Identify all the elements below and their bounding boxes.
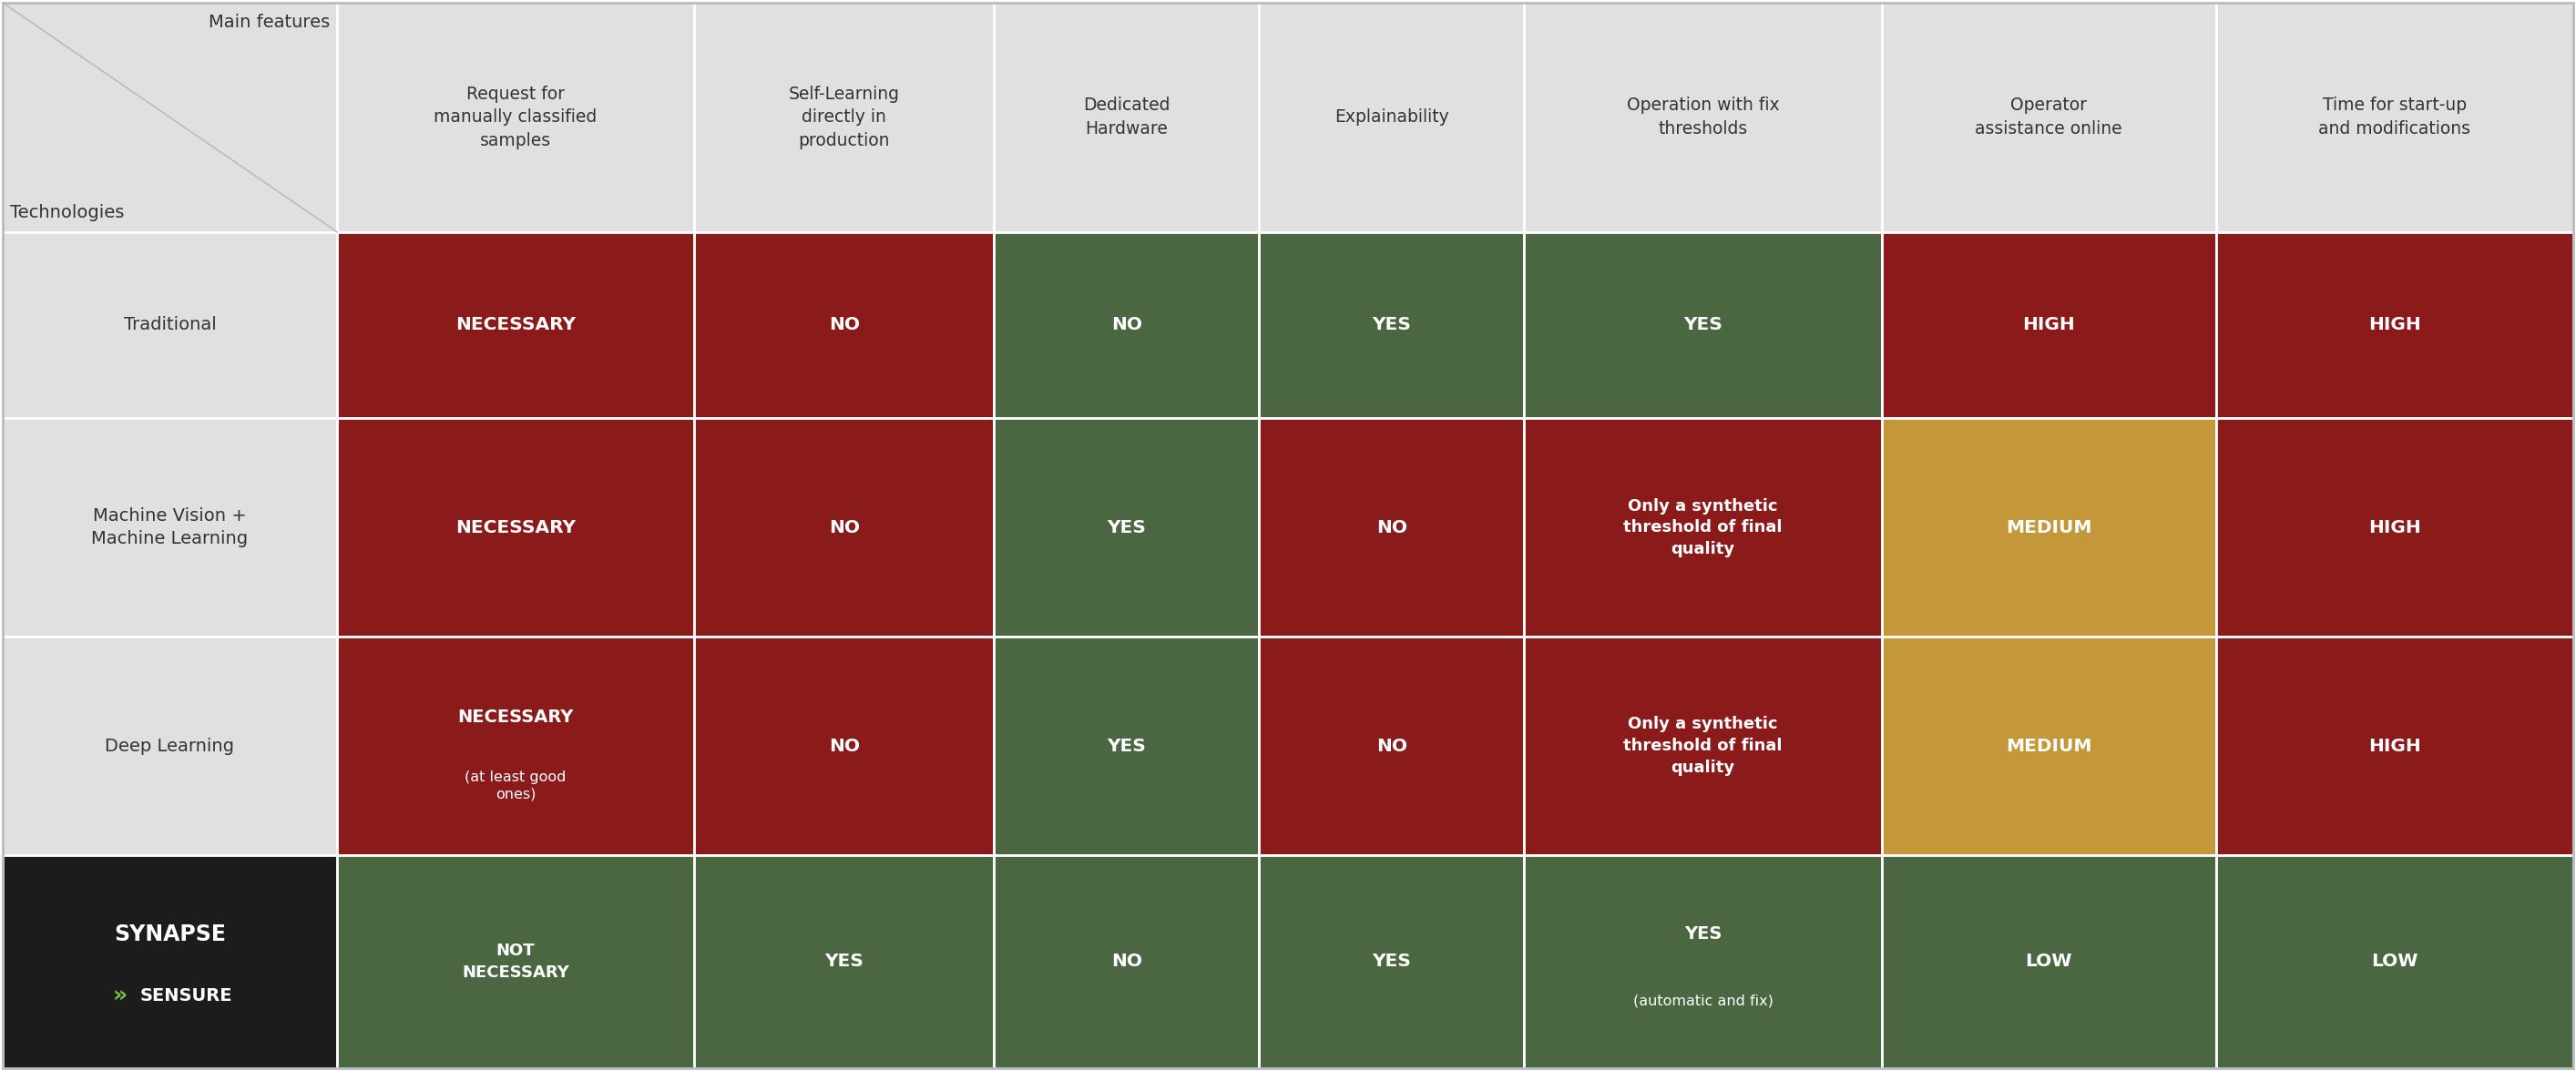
Text: (automatic and fix): (automatic and fix) [1633, 994, 1772, 1008]
Bar [2215, 419, 2573, 637]
Text: HIGH: HIGH [2022, 316, 2076, 334]
Text: NO: NO [1376, 518, 1406, 537]
Text: Operation with fix
thresholds: Operation with fix thresholds [1625, 96, 1780, 138]
Bar [1525, 231, 1880, 419]
Text: Only a synthetic
threshold of final
quality: Only a synthetic threshold of final qual… [1623, 498, 1783, 557]
Bar [2215, 637, 2573, 855]
Text: Operator
assistance online: Operator assistance online [1976, 96, 2123, 138]
Bar [1880, 231, 2215, 419]
Bar [994, 855, 1260, 1068]
Bar [3, 637, 337, 855]
Bar [2215, 855, 2573, 1068]
Text: YES: YES [1108, 737, 1146, 755]
Bar [994, 419, 1260, 637]
Text: NO: NO [829, 316, 860, 334]
Bar [1880, 637, 2215, 855]
Text: (at least good
ones): (at least good ones) [464, 770, 567, 801]
Text: HIGH: HIGH [2367, 316, 2421, 334]
Text: SYNAPSE: SYNAPSE [113, 923, 227, 945]
Bar [994, 3, 1260, 231]
Bar [2215, 3, 2573, 231]
Bar [1880, 419, 2215, 637]
Bar [696, 231, 994, 419]
Bar [1260, 637, 1525, 855]
Bar [696, 637, 994, 855]
Text: NECESSARY: NECESSARY [456, 316, 574, 334]
Bar [1260, 855, 1525, 1068]
Text: NO: NO [1110, 953, 1141, 970]
Bar [1880, 855, 2215, 1068]
Text: YES: YES [1373, 316, 1412, 334]
Bar [337, 3, 696, 231]
Bar [1525, 419, 1880, 637]
Text: NO: NO [1376, 737, 1406, 755]
Bar [696, 419, 994, 637]
Text: LOW: LOW [2025, 953, 2071, 970]
Text: NO: NO [829, 518, 860, 537]
Bar [2215, 231, 2573, 419]
Text: Technologies: Technologies [10, 203, 124, 221]
Text: HIGH: HIGH [2367, 737, 2421, 755]
Text: NECESSARY: NECESSARY [459, 709, 574, 726]
Text: NO: NO [829, 737, 860, 755]
Text: YES: YES [1685, 925, 1721, 942]
Bar [1525, 3, 1880, 231]
Text: Deep Learning: Deep Learning [106, 737, 234, 755]
Bar [3, 419, 337, 637]
Bar [1260, 231, 1525, 419]
Bar [696, 855, 994, 1068]
Bar [1260, 3, 1525, 231]
Text: NO: NO [1110, 316, 1141, 334]
Text: MEDIUM: MEDIUM [2007, 518, 2092, 537]
Text: Main features: Main features [209, 14, 330, 31]
Text: »: » [113, 985, 126, 1007]
Text: Request for
manually classified
samples: Request for manually classified samples [433, 86, 598, 149]
Bar [337, 419, 696, 637]
Bar [1525, 855, 1880, 1068]
Text: Machine Vision +
Machine Learning: Machine Vision + Machine Learning [90, 508, 247, 547]
Bar [1525, 637, 1880, 855]
Bar [3, 855, 337, 1068]
Bar [337, 855, 696, 1068]
Bar [994, 231, 1260, 419]
Text: LOW: LOW [2370, 953, 2419, 970]
Text: YES: YES [1682, 316, 1723, 334]
Text: YES: YES [824, 953, 863, 970]
Text: YES: YES [1108, 518, 1146, 537]
Text: Traditional: Traditional [124, 316, 216, 334]
Bar [337, 637, 696, 855]
Text: Self-Learning
directly in
production: Self-Learning directly in production [788, 86, 899, 149]
Bar [1880, 3, 2215, 231]
Bar [994, 637, 1260, 855]
Text: SENSURE: SENSURE [139, 987, 232, 1005]
Text: Time for start-up
and modifications: Time for start-up and modifications [2318, 96, 2470, 138]
Text: NOT
NECESSARY: NOT NECESSARY [461, 942, 569, 981]
Text: MEDIUM: MEDIUM [2007, 737, 2092, 755]
Text: Dedicated
Hardware: Dedicated Hardware [1082, 96, 1170, 138]
Bar [696, 3, 994, 231]
Bar [3, 231, 337, 419]
Text: NECESSARY: NECESSARY [456, 518, 574, 537]
Text: Explainability: Explainability [1334, 108, 1448, 126]
Bar [1260, 419, 1525, 637]
Text: Only a synthetic
threshold of final
quality: Only a synthetic threshold of final qual… [1623, 716, 1783, 775]
Text: HIGH: HIGH [2367, 518, 2421, 537]
Bar [337, 231, 696, 419]
Text: YES: YES [1373, 953, 1412, 970]
Bar [3, 3, 337, 231]
